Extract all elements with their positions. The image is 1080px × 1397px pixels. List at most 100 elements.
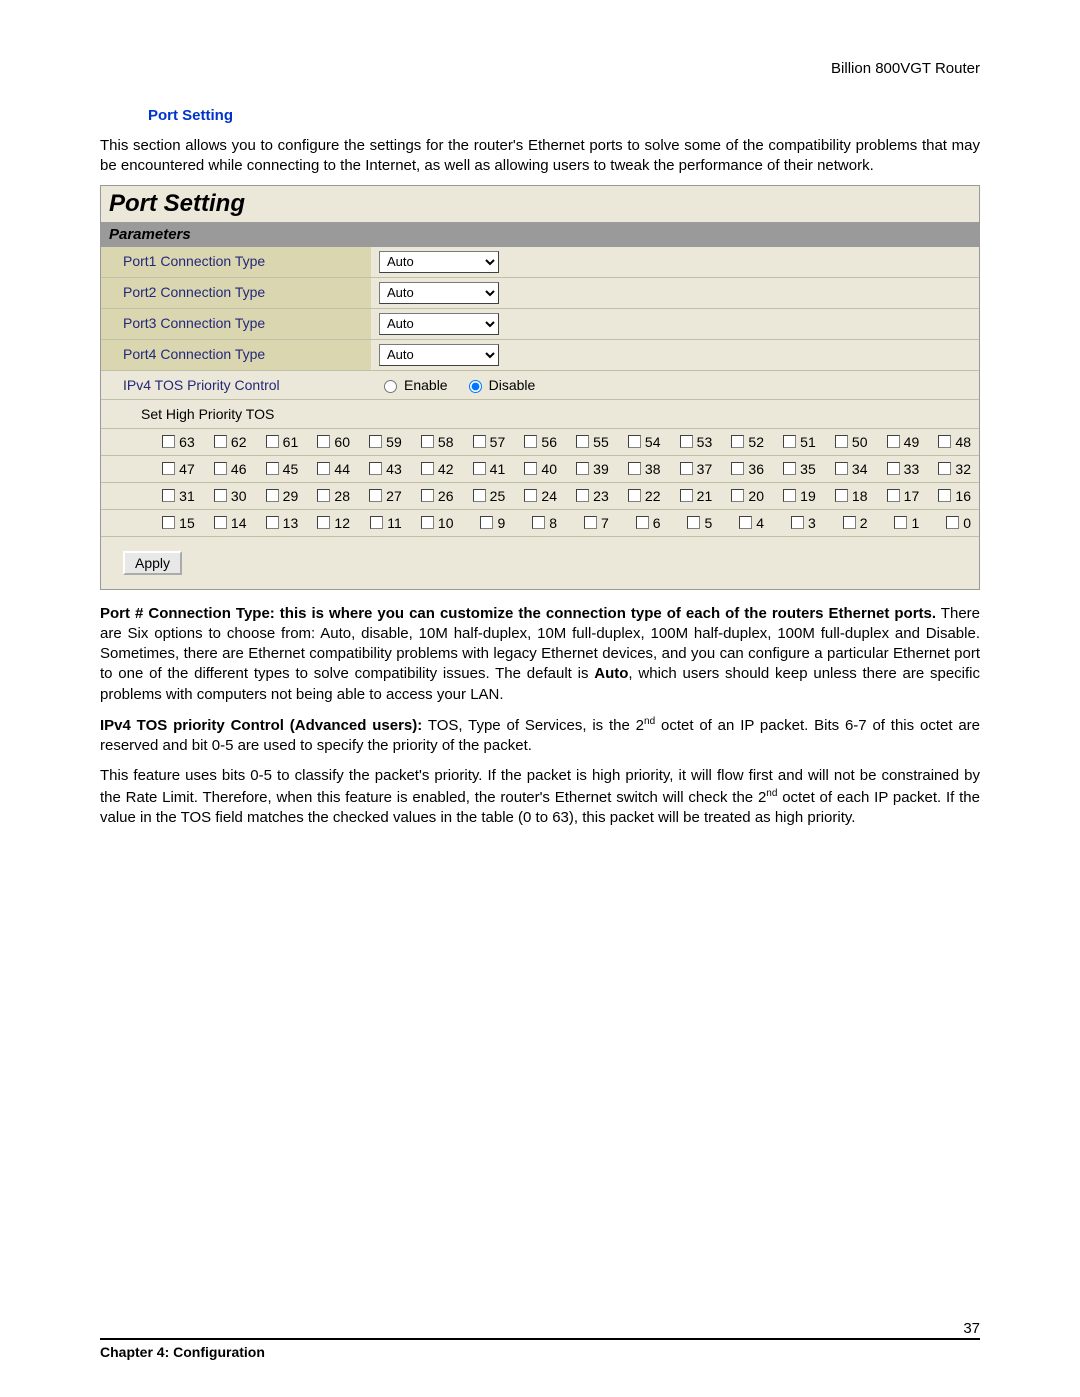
checkbox-icon[interactable] [214,516,227,529]
tos-checkbox-41[interactable]: 41 [456,461,506,477]
tos-checkbox-44[interactable]: 44 [300,461,350,477]
checkbox-icon[interactable] [266,489,279,502]
port3-select[interactable]: Auto [379,313,499,335]
tos-checkbox-3[interactable]: 3 [766,515,816,531]
tos-enable-radio[interactable] [384,380,397,393]
tos-checkbox-2[interactable]: 2 [818,515,868,531]
tos-checkbox-21[interactable]: 21 [663,488,713,504]
tos-checkbox-12[interactable]: 12 [300,515,350,531]
tos-checkbox-58[interactable]: 58 [404,434,454,450]
checkbox-icon[interactable] [369,435,382,448]
tos-checkbox-35[interactable]: 35 [766,461,816,477]
tos-disable-option[interactable]: Disable [464,377,536,393]
checkbox-icon[interactable] [946,516,959,529]
tos-checkbox-54[interactable]: 54 [611,434,661,450]
checkbox-icon[interactable] [421,489,434,502]
checkbox-icon[interactable] [835,489,848,502]
tos-checkbox-18[interactable]: 18 [818,488,868,504]
tos-checkbox-13[interactable]: 13 [249,515,299,531]
tos-checkbox-62[interactable]: 62 [197,434,247,450]
apply-button[interactable]: Apply [123,551,182,575]
tos-checkbox-29[interactable]: 29 [249,488,299,504]
tos-checkbox-31[interactable]: 31 [145,488,195,504]
checkbox-icon[interactable] [214,489,227,502]
tos-checkbox-25[interactable]: 25 [456,488,506,504]
tos-checkbox-16[interactable]: 16 [921,488,971,504]
checkbox-icon[interactable] [473,462,486,475]
checkbox-icon[interactable] [835,462,848,475]
tos-checkbox-9[interactable]: 9 [456,515,506,531]
checkbox-icon[interactable] [887,435,900,448]
tos-checkbox-47[interactable]: 47 [145,461,195,477]
checkbox-icon[interactable] [317,489,330,502]
tos-checkbox-14[interactable]: 14 [197,515,247,531]
checkbox-icon[interactable] [628,489,641,502]
checkbox-icon[interactable] [791,516,804,529]
tos-checkbox-22[interactable]: 22 [611,488,661,504]
checkbox-icon[interactable] [628,462,641,475]
checkbox-icon[interactable] [938,462,951,475]
tos-checkbox-8[interactable]: 8 [507,515,557,531]
tos-checkbox-10[interactable]: 10 [404,515,454,531]
tos-checkbox-23[interactable]: 23 [559,488,609,504]
checkbox-icon[interactable] [524,435,537,448]
checkbox-icon[interactable] [576,462,589,475]
port1-select[interactable]: Auto [379,251,499,273]
checkbox-icon[interactable] [584,516,597,529]
tos-checkbox-53[interactable]: 53 [663,434,713,450]
checkbox-icon[interactable] [680,462,693,475]
tos-enable-option[interactable]: Enable [379,377,448,393]
checkbox-icon[interactable] [731,462,744,475]
tos-checkbox-57[interactable]: 57 [456,434,506,450]
tos-checkbox-36[interactable]: 36 [714,461,764,477]
tos-checkbox-7[interactable]: 7 [559,515,609,531]
checkbox-icon[interactable] [687,516,700,529]
tos-checkbox-34[interactable]: 34 [818,461,868,477]
tos-checkbox-4[interactable]: 4 [714,515,764,531]
checkbox-icon[interactable] [370,516,383,529]
tos-checkbox-28[interactable]: 28 [300,488,350,504]
tos-checkbox-19[interactable]: 19 [766,488,816,504]
checkbox-icon[interactable] [421,516,434,529]
checkbox-icon[interactable] [887,489,900,502]
checkbox-icon[interactable] [843,516,856,529]
tos-checkbox-60[interactable]: 60 [300,434,350,450]
checkbox-icon[interactable] [421,462,434,475]
tos-checkbox-61[interactable]: 61 [249,434,299,450]
checkbox-icon[interactable] [887,462,900,475]
checkbox-icon[interactable] [783,435,796,448]
tos-checkbox-5[interactable]: 5 [663,515,713,531]
checkbox-icon[interactable] [162,462,175,475]
tos-checkbox-43[interactable]: 43 [352,461,402,477]
checkbox-icon[interactable] [317,516,330,529]
checkbox-icon[interactable] [731,489,744,502]
checkbox-icon[interactable] [636,516,649,529]
tos-checkbox-48[interactable]: 48 [921,434,971,450]
port4-select[interactable]: Auto [379,344,499,366]
checkbox-icon[interactable] [576,435,589,448]
tos-checkbox-0[interactable]: 0 [921,515,971,531]
tos-checkbox-38[interactable]: 38 [611,461,661,477]
checkbox-icon[interactable] [480,516,493,529]
checkbox-icon[interactable] [214,462,227,475]
tos-checkbox-26[interactable]: 26 [404,488,454,504]
tos-checkbox-27[interactable]: 27 [352,488,402,504]
checkbox-icon[interactable] [266,516,279,529]
tos-checkbox-37[interactable]: 37 [663,461,713,477]
tos-checkbox-63[interactable]: 63 [145,434,195,450]
tos-checkbox-59[interactable]: 59 [352,434,402,450]
checkbox-icon[interactable] [783,489,796,502]
checkbox-icon[interactable] [938,489,951,502]
port2-select[interactable]: Auto [379,282,499,304]
tos-checkbox-55[interactable]: 55 [559,434,609,450]
checkbox-icon[interactable] [938,435,951,448]
checkbox-icon[interactable] [473,435,486,448]
checkbox-icon[interactable] [576,489,589,502]
tos-checkbox-32[interactable]: 32 [921,461,971,477]
checkbox-icon[interactable] [162,516,175,529]
tos-checkbox-17[interactable]: 17 [870,488,920,504]
checkbox-icon[interactable] [783,462,796,475]
tos-checkbox-1[interactable]: 1 [870,515,920,531]
tos-checkbox-6[interactable]: 6 [611,515,661,531]
tos-checkbox-49[interactable]: 49 [870,434,920,450]
